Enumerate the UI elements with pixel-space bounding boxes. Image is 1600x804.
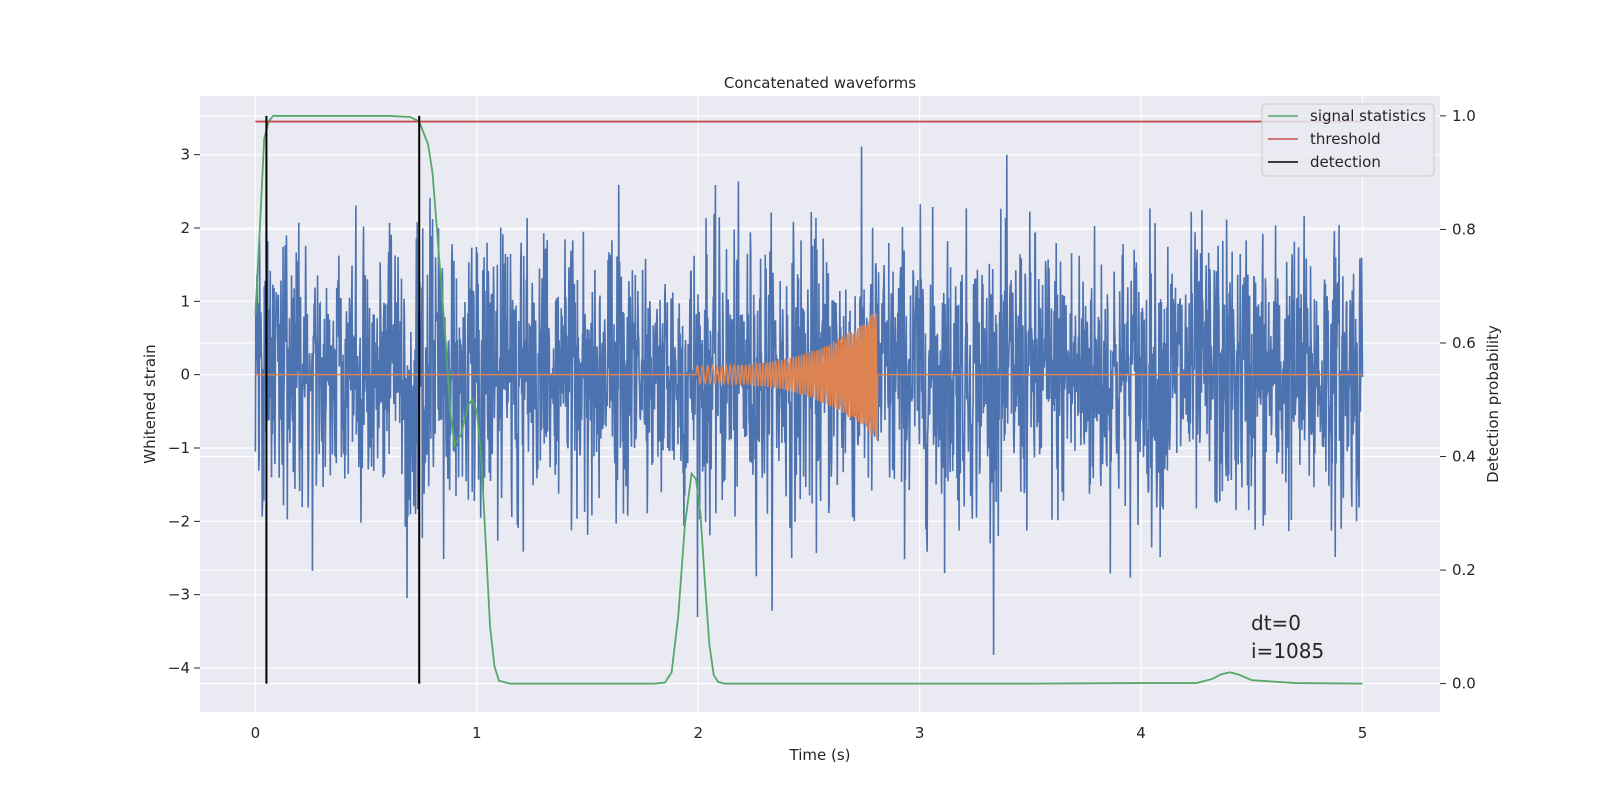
legend-item-detection: detection	[1268, 153, 1381, 171]
y-right-axis-label: Detection probability	[1484, 325, 1502, 483]
x-tick-label: 5	[1358, 724, 1368, 742]
x-axis-ticks: 0 1 2 3 4 5	[251, 724, 1368, 742]
injected-waveform-layer	[255, 313, 1363, 440]
y-right-tick-label: 0.2	[1452, 561, 1476, 579]
legend-label-detection: detection	[1310, 153, 1381, 171]
signal-statistics-layer	[254, 114, 1363, 685]
legend: signal statistics threshold detection	[1261, 103, 1435, 177]
y-tick-label: 3	[180, 146, 190, 164]
legend-box	[1261, 103, 1435, 177]
chart-title: Concatenated waveforms	[724, 74, 916, 92]
y-tick-label: 2	[180, 219, 190, 237]
y-axis-ticks: −4 −3 −2 −1 0 1 2 3	[168, 146, 200, 677]
y-tick-label: 1	[180, 292, 190, 310]
injected-waveform-line	[255, 313, 1363, 440]
y-axis-label: Whitened strain	[141, 344, 159, 463]
y-tick-label: −4	[168, 659, 190, 677]
y-tick-label: −1	[168, 439, 190, 457]
y-right-tick-label: 0.6	[1452, 334, 1476, 352]
x-tick-label: 2	[693, 724, 703, 742]
legend-item-signal-statistics: signal statistics	[1268, 107, 1426, 125]
y-tick-label: −2	[168, 512, 190, 530]
signal-statistics-line	[254, 114, 1363, 685]
y-right-tick-label: 1.0	[1452, 107, 1476, 125]
y-right-tick-label: 0.4	[1452, 448, 1476, 466]
legend-label-threshold: threshold	[1310, 130, 1381, 148]
y-right-axis-ticks: 0.0 0.2 0.4 0.6 0.8 1.0	[1440, 107, 1476, 693]
x-tick-label: 1	[472, 724, 482, 742]
x-tick-label: 0	[251, 724, 261, 742]
y-tick-label: 0	[180, 366, 190, 384]
legend-item-threshold: threshold	[1268, 130, 1381, 148]
annotation-dt: dt=0	[1251, 611, 1301, 635]
y-tick-label: −3	[168, 586, 190, 604]
x-tick-label: 4	[1136, 724, 1146, 742]
legend-label-signal-statistics: signal statistics	[1310, 107, 1426, 125]
y-right-tick-label: 0.0	[1452, 675, 1476, 693]
x-tick-label: 3	[915, 724, 925, 742]
y-right-tick-label: 0.8	[1452, 220, 1476, 238]
annotation-iteration: i=1085	[1251, 639, 1324, 663]
x-axis-label: Time (s)	[789, 746, 851, 764]
